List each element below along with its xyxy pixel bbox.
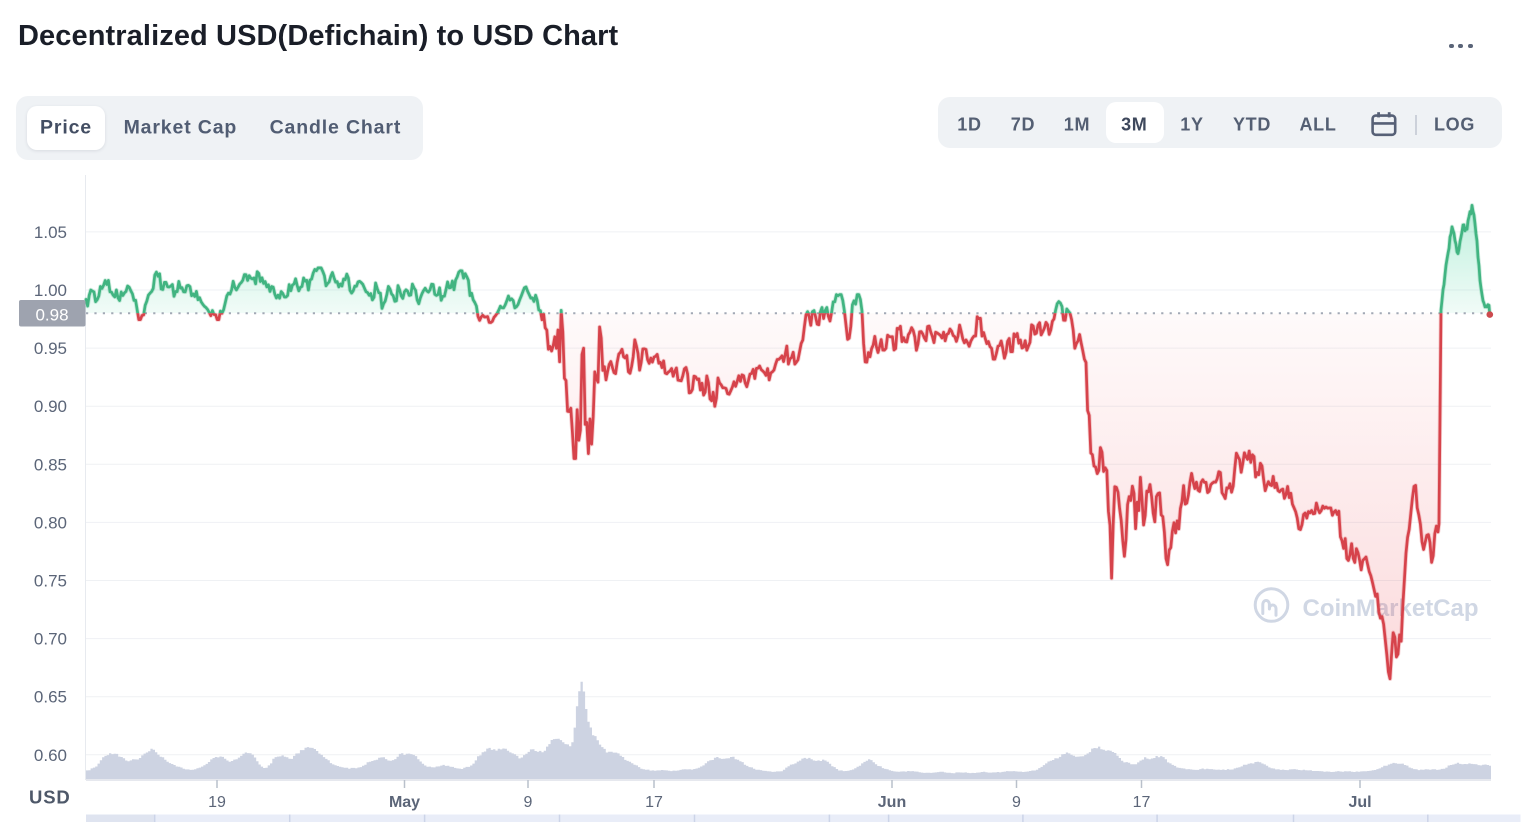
svg-text:USD: USD [29, 787, 70, 808]
svg-text:19: 19 [208, 794, 226, 811]
svg-text:1.05: 1.05 [34, 223, 67, 242]
svg-text:9: 9 [1012, 794, 1021, 811]
svg-text:0.75: 0.75 [34, 572, 67, 591]
svg-text:17: 17 [1133, 794, 1151, 811]
svg-text:0.65: 0.65 [34, 688, 67, 707]
svg-text:17: 17 [645, 794, 663, 811]
svg-text:0.90: 0.90 [34, 397, 67, 416]
svg-text:0.95: 0.95 [34, 339, 67, 358]
svg-text:May: May [389, 794, 420, 811]
svg-text:Jul: Jul [1348, 794, 1371, 811]
svg-text:0.70: 0.70 [34, 630, 67, 649]
svg-text:9: 9 [524, 794, 533, 811]
svg-text:1.00: 1.00 [34, 281, 67, 300]
svg-text:0.85: 0.85 [34, 455, 67, 474]
svg-text:0.98: 0.98 [35, 306, 68, 325]
svg-text:0.80: 0.80 [34, 513, 67, 532]
svg-text:0.60: 0.60 [34, 746, 67, 765]
svg-text:Jun: Jun [878, 794, 906, 811]
